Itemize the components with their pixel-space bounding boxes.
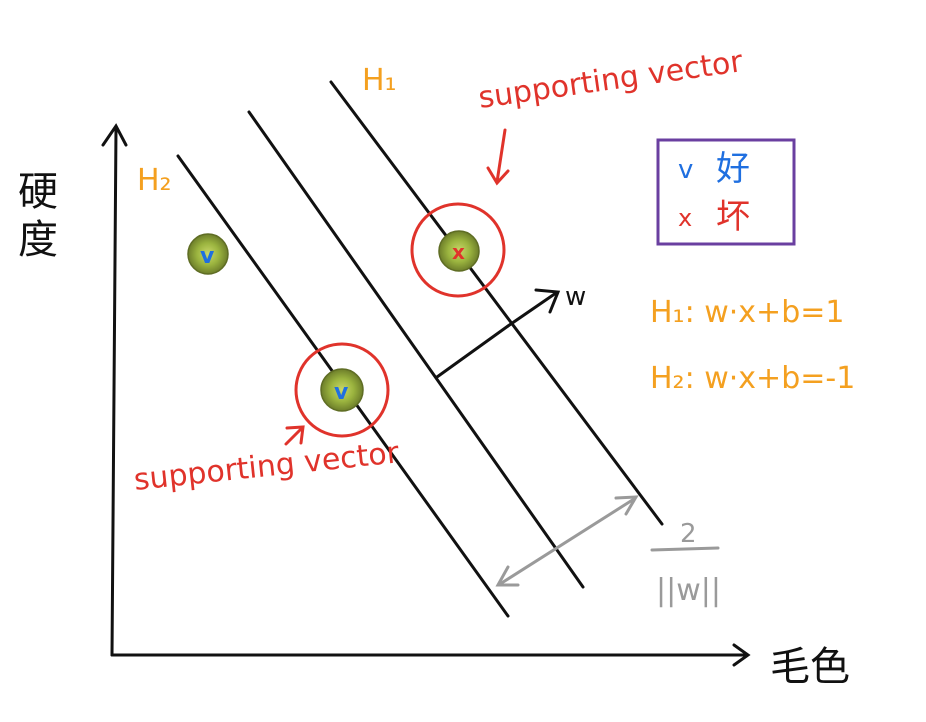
hyperplanes [176, 80, 664, 618]
bad-mark: x [452, 240, 465, 264]
margin-arrow-head-top [614, 495, 639, 516]
y-axis-label: 硬度 [11, 170, 57, 266]
margin-numerator: 2 [680, 519, 697, 549]
kiwi-point-support-bad: x [438, 230, 480, 272]
margin-denominator: ||w|| [656, 573, 721, 608]
legend-bad-symbol: x [678, 204, 692, 232]
x-axis-label: 毛色 [770, 644, 850, 690]
equation-h2: H₂: w·x+b=-1 [650, 361, 855, 396]
legend-border [656, 138, 796, 246]
kiwi-point-support-good: v [320, 368, 364, 412]
support-pointer-top [486, 128, 510, 186]
normal-vector-shaft [506, 291, 558, 328]
legend-bad-label: 坏 [716, 197, 750, 237]
normal-vector-base [435, 324, 510, 379]
good-mark: v [334, 380, 349, 405]
legend: v 好 x 坏 [656, 138, 796, 246]
kiwi-point-left: v [187, 233, 229, 275]
support-pointer-bottom [284, 425, 305, 446]
margin-arrow-shaft [498, 497, 636, 586]
legend-good-symbol: v [678, 155, 693, 185]
support-label-bottom: supporting vector [132, 435, 401, 498]
margin-fraction-bar [650, 546, 720, 552]
axes [101, 123, 751, 667]
normal-vector-arrowhead [534, 288, 561, 314]
legend-good-label: 好 [716, 149, 750, 189]
support-circle-top [410, 202, 506, 298]
margin-arrow-head-bottom [495, 565, 520, 587]
x-axis-arrowhead [732, 643, 751, 667]
h1-line [329, 80, 664, 526]
support-label-top: supporting vector [476, 44, 745, 116]
y-axis-arrowhead [101, 123, 128, 147]
good-mark: v [200, 244, 215, 269]
equation-h1: H₁: w·x+b=1 [650, 295, 844, 330]
y-axis [110, 126, 118, 657]
margin-arrow [495, 495, 639, 587]
support-circle-bottom [294, 342, 390, 438]
h2-label: H₂ [137, 163, 172, 198]
h1-label: H₁ [362, 63, 397, 98]
normal-vector-label: w [565, 282, 586, 312]
decision-boundary-line [247, 110, 585, 589]
